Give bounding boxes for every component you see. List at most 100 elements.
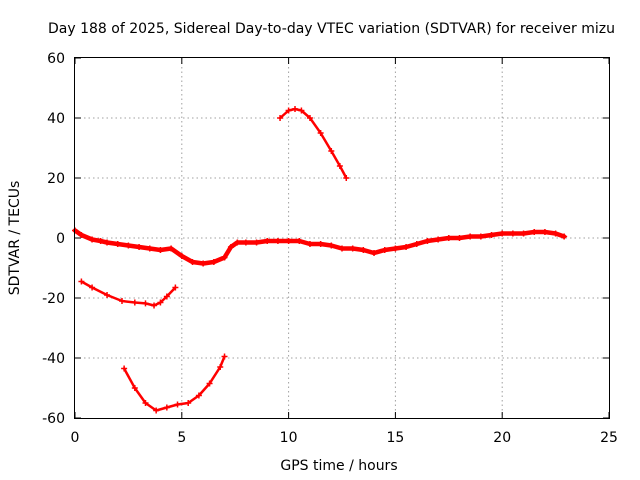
data-point [163,293,170,300]
x-tick-label: 15 [386,430,404,446]
data-point [78,278,85,285]
data-point [456,235,463,241]
data-point [78,232,85,238]
y-tick-label: 60 [47,51,65,67]
x-tick-label: 25 [600,430,618,446]
plot-frame [74,57,610,419]
data-point [285,107,292,114]
data-point [153,407,160,414]
data-point [435,236,442,243]
series-arc-minus-55 [121,353,228,414]
data-point [274,238,281,244]
data-point [174,401,181,408]
data-point [381,247,388,253]
data-point [445,235,452,241]
data-point [520,230,527,237]
data-point [118,298,125,304]
data-point [157,247,164,253]
x-tick-label: 5 [177,430,186,446]
data-point [210,259,217,265]
data-point [424,238,431,244]
series-hump-arc [277,106,350,181]
data-point [339,245,345,252]
x-axis-label: GPS time / hours [280,458,397,474]
data-point [541,229,548,235]
y-tick-label: -20 [42,291,65,307]
y-tick-label: 0 [56,231,65,247]
axis-ticks: 0 5 10 15 20 25 -60 -40 -20 0 20 40 60 [42,51,618,446]
y-tick-label: 20 [47,171,65,187]
data-point [89,236,96,243]
data-point [142,400,149,406]
data-point [178,253,185,259]
data-point [200,260,207,267]
data-point [142,300,149,307]
data-point [292,106,299,112]
data-point [89,284,96,291]
series-line [80,280,177,307]
data-point [264,238,271,244]
data-point [157,299,164,306]
y-tick-label: -60 [42,411,65,427]
data-point [552,230,559,237]
data-point [114,241,121,247]
data-point [242,239,249,246]
grid [75,58,609,418]
data-point [499,230,506,237]
x-tick-label: 20 [493,430,511,446]
data-point [104,239,111,246]
data-series [72,106,568,414]
data-point [306,115,313,121]
data-point [285,238,292,244]
data-point [296,238,303,244]
data-point [151,302,158,309]
data-point [234,239,241,246]
data-point [317,241,324,247]
x-tick-label: 10 [280,430,298,446]
y-tick-label: -40 [42,351,65,367]
data-point [328,242,335,249]
data-point [136,244,143,250]
data-point [531,229,538,235]
data-point [413,241,420,247]
data-point [146,245,153,252]
data-point [467,233,474,240]
data-point [277,115,284,121]
data-point [371,250,378,256]
data-point [97,238,104,244]
data-point [336,163,343,169]
data-point [561,233,568,240]
data-point [349,245,356,252]
y-axis-label: SDTVAR / TECUs [7,181,23,296]
data-point [509,230,516,237]
series-line [278,107,348,180]
y-tick-label: 40 [47,111,65,127]
data-point [328,148,335,154]
data-point [253,239,260,246]
data-point [317,130,324,136]
data-point [488,232,495,238]
data-point [392,245,399,252]
data-point [185,400,192,406]
data-point [403,244,410,250]
data-point [195,392,202,399]
x-tick-label: 0 [71,430,80,446]
data-point [131,299,138,306]
data-point [172,284,179,291]
data-point [343,175,350,181]
series-arc-minus-20 [78,278,179,309]
data-point [206,380,213,387]
series-main-band [72,227,568,267]
data-point [189,259,196,265]
data-point [104,292,111,298]
data-point [306,241,313,247]
chart-title: Day 188 of 2025, Sidereal Day-to-day VTE… [48,21,615,37]
data-point [477,233,484,240]
data-point [125,242,132,249]
data-point [360,247,367,253]
data-point [121,365,128,372]
data-point [217,364,224,370]
data-point [131,385,138,391]
data-point [227,244,234,250]
